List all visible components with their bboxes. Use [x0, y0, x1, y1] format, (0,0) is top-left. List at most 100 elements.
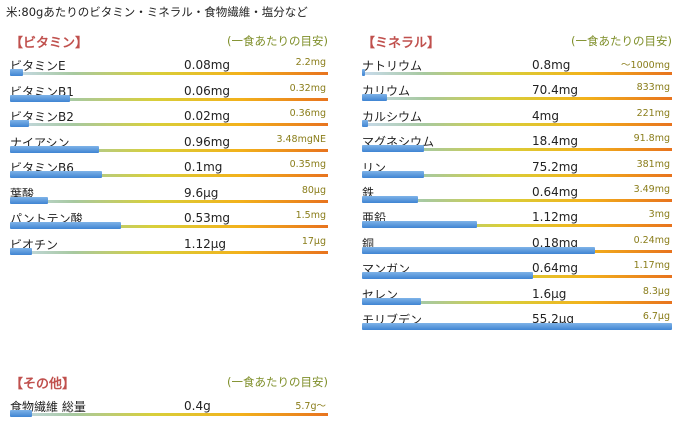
nutrient-amount: 9.6μg [184, 185, 219, 200]
nutrient-target: 1.17mg [633, 260, 670, 272]
amount-bar [362, 69, 366, 76]
amount-bar [362, 322, 672, 330]
nutrient-amount: 0.64mg [532, 261, 579, 276]
amount-bar [362, 195, 418, 203]
section-subtitle: (一食あたりの目安) [571, 34, 672, 48]
target-gradient-bar [10, 123, 328, 126]
nutrient-target: 381mg [636, 158, 670, 170]
section-header: 【ビタミン】 (一食あたりの目安) [10, 32, 328, 52]
section-title: 【その他】 [10, 377, 76, 392]
nutrient-row: マンガン 0.64mg 1.17mg [362, 255, 672, 280]
target-gradient-bar [362, 173, 672, 177]
amount-bar [362, 272, 533, 280]
nutrient-row: パントテン酸 0.53mg 1.5mg [10, 205, 328, 231]
nutrient-row: ナトリウム 0.8mg ～1000mg [362, 52, 672, 77]
nutrient-amount: 70.4mg [532, 83, 579, 98]
nutrient-row: カリウム 70.4mg 833mg [362, 77, 672, 102]
nutrient-amount: 0.08mg [184, 58, 231, 72]
nutrient-target: 1.5mg [295, 210, 326, 221]
nutrient-target: 221mg [636, 107, 670, 119]
nutrient-amount: 4mg [532, 108, 559, 123]
nutrient-target: 3.48mgNE [276, 133, 326, 145]
nutrient-target: 0.32mg [289, 82, 326, 94]
target-gradient-bar [362, 72, 672, 75]
section-title: 【ビタミン】 [10, 36, 89, 51]
nutrient-amount: 18.4mg [532, 134, 579, 149]
nutrient-row: ビタミンB2 0.02mg 0.36mg [10, 103, 328, 129]
amount-bar [362, 94, 387, 102]
nutrient-row: セレン 1.6μg 8.3μg [362, 281, 672, 306]
nutrient-name: ビタミンE [10, 59, 66, 73]
amount-bar [362, 297, 421, 305]
nutrient-amount: 1.6μg [532, 286, 567, 301]
nutrient-target: 80μg [301, 184, 326, 196]
amount-bar [10, 222, 122, 229]
nutrient-amount: 0.18mg [532, 235, 579, 250]
nutrient-row: 銅 0.18mg 0.24mg [362, 230, 672, 255]
target-gradient-bar [10, 413, 328, 416]
amount-bar [10, 94, 71, 102]
nutrient-name: ナトリウム [362, 59, 423, 73]
nutrient-target: 2.2mg [295, 57, 326, 68]
target-gradient-bar [362, 198, 672, 202]
target-gradient-bar [10, 72, 328, 75]
nutrient-target: 91.8mg [633, 133, 670, 145]
amount-bar [362, 221, 477, 229]
nutrient-target: 8.3μg [642, 285, 670, 297]
section-header: 【その他】 (一食あたりの目安) [10, 373, 328, 393]
nutrient-row: マグネシウム 18.4mg 91.8mg [362, 128, 672, 153]
nutrient-row: カルシウム 4mg 221mg [362, 103, 672, 128]
nutrient-row: ビタミンE 0.08mg 2.2mg [10, 52, 328, 78]
amount-bar [10, 171, 103, 178]
amount-bar [10, 196, 49, 204]
target-gradient-bar [10, 199, 328, 203]
nutrient-amount: 55.2μg [532, 311, 574, 326]
nutrient-name: カルシウム [362, 109, 423, 124]
nutrient-row: モリブデン 55.2μg 6.7μg [362, 306, 672, 331]
nutrient-target: 6.7μg [642, 310, 670, 322]
nutrient-amount: 0.1mg [184, 160, 223, 174]
nutrient-amount: 1.12mg [532, 210, 579, 225]
amount-bar [362, 246, 595, 254]
nutrient-row: 亜鉛 1.12mg 3mg [362, 204, 672, 229]
target-gradient-bar [10, 250, 328, 254]
target-gradient-bar [362, 148, 672, 152]
amount-bar [10, 120, 30, 127]
nutrient-row: ナイアシン 0.96mg 3.48mgNE [10, 129, 328, 155]
nutrient-target: 0.24mg [633, 234, 670, 246]
target-gradient-bar [10, 174, 328, 177]
nutrient-amount: 0.06mg [184, 83, 231, 98]
nutrient-amount: 0.02mg [184, 109, 231, 123]
target-gradient-bar [362, 300, 672, 304]
amount-bar [10, 69, 23, 76]
vitamin-section: 【ビタミン】 (一食あたりの目安) ビタミンE 0.08mg 2.2mg ビタミンB1… [10, 32, 328, 256]
target-gradient-bar [362, 97, 672, 101]
nutrient-target: 17μg [301, 235, 326, 247]
nutrient-row: 鉄 0.64mg 3.49mg [362, 179, 672, 204]
nutrient-list: 食物繊維 総量 0.4g 5.7g～ [10, 393, 328, 419]
target-gradient-bar [10, 97, 328, 101]
nutrient-list: ビタミンE 0.08mg 2.2mg ビタミンB1 0.06mg 0.32mg ビタミンB2… [10, 52, 328, 256]
amount-bar [10, 145, 100, 153]
amount-bar [362, 145, 424, 153]
section-header: 【ミネラル】 (一食あたりの目安) [362, 32, 672, 52]
page-title: 米:80gあたりのビタミン・ミネラル・食物繊維・塩分など [6, 5, 308, 19]
nutrient-row: ビタミンB6 0.1mg 0.35mg [10, 154, 328, 180]
amount-bar [362, 170, 424, 178]
target-gradient-bar [362, 122, 672, 126]
nutrient-amount: 1.12μg [184, 236, 226, 251]
target-gradient-bar [10, 148, 328, 152]
nutrient-amount: 0.8mg [532, 58, 571, 72]
nutrient-row: リン 75.2mg 381mg [362, 154, 672, 179]
nutrient-target: ～1000mg [621, 60, 670, 71]
amount-bar [10, 247, 33, 255]
nutrient-row: ビタミンB1 0.06mg 0.32mg [10, 78, 328, 104]
nutrient-amount: 75.2mg [532, 159, 579, 174]
amount-bar [362, 119, 369, 127]
nutrient-target: 3mg [648, 209, 670, 221]
nutrient-target: 0.36mg [289, 108, 326, 119]
nutrient-row: ビオチン 1.12μg 17μg [10, 231, 328, 257]
nutrient-amount: 0.4g [184, 399, 211, 413]
nutrient-target: 3.49mg [633, 183, 670, 195]
nutrient-target: 0.35mg [289, 159, 326, 170]
